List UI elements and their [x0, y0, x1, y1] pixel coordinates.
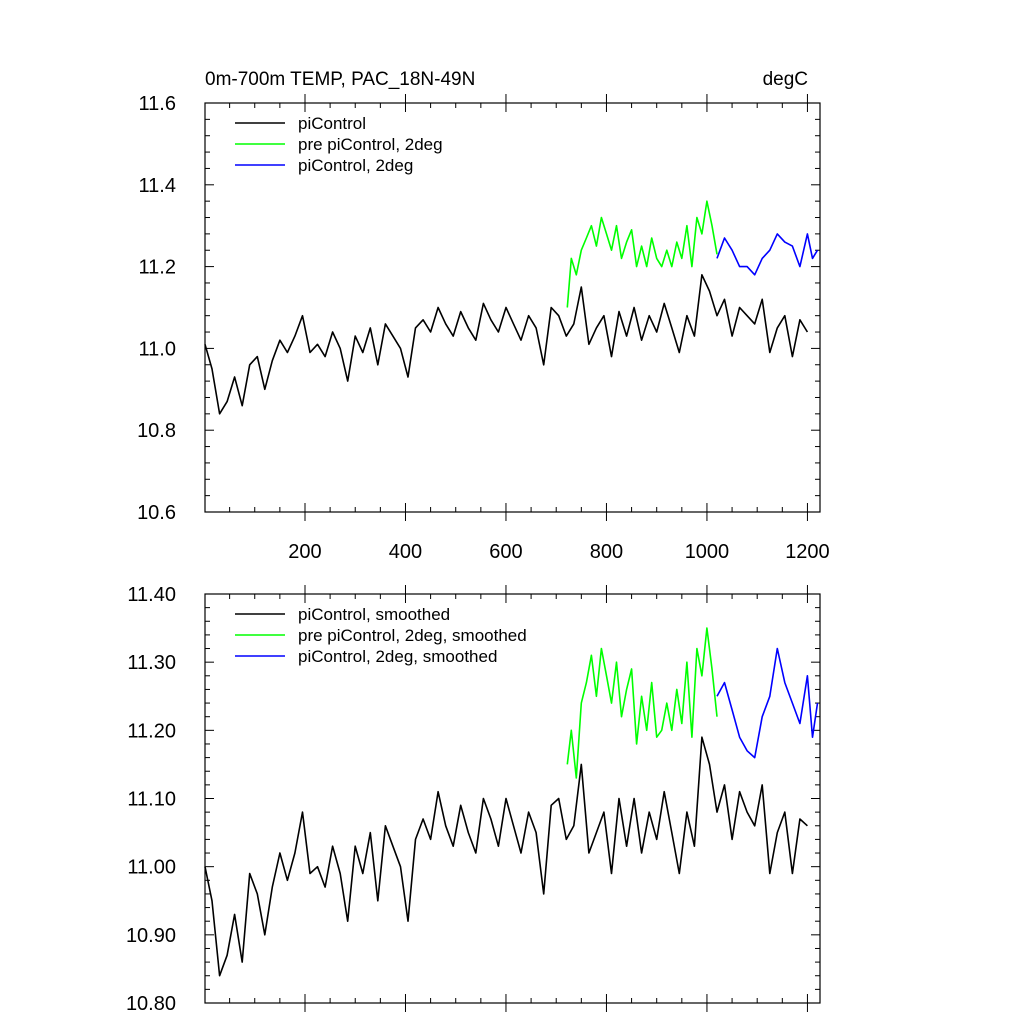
series-line-1: [204, 273, 809, 415]
chart-title: 0m-700m TEMP, PAC_18N-49N: [205, 69, 475, 90]
legend-label: piControl, 2deg: [298, 156, 413, 175]
chart-panel-1: 10.6 10.8 11.0 11.2 11.4 11.6 200 400 600 800 1000…: [137, 69, 830, 563]
x-tick-label: 1200: [785, 541, 830, 563]
y-tick-label: 11.00: [127, 857, 176, 879]
series-line-1: [204, 736, 808, 977]
chart-panel-2: 10.80 10.90 11.00 11.10 11.20 11.30 11.40 piCon…: [126, 584, 821, 1015]
x-tick-label: 200: [288, 541, 321, 563]
y-tick-label: 10.6: [137, 502, 176, 524]
x-tick-label: 800: [590, 541, 623, 563]
legend: piControl, smoothed pre piControl, 2deg, …: [235, 605, 527, 666]
series-line-2: [566, 627, 718, 779]
y-tick-label: 11.4: [139, 175, 176, 197]
plot-frame: [204, 102, 821, 513]
series-line-2: [566, 200, 718, 308]
y-tick-label: 10.80: [126, 993, 176, 1015]
y-tick-label: 11.6: [139, 93, 176, 115]
x-tick-label: 400: [389, 541, 422, 563]
y-tick-label: 10.90: [126, 925, 176, 947]
series-line-3: [716, 233, 819, 276]
x-tick-label: 600: [489, 541, 522, 563]
legend-label: piControl, 2deg, smoothed: [298, 647, 497, 666]
y-tick-label: 11.40: [127, 584, 176, 606]
y-tick-label: 11.0: [139, 338, 176, 360]
legend-label: piControl: [298, 114, 366, 133]
legend-label: pre piControl, 2deg: [298, 135, 443, 154]
legend-label: pre piControl, 2deg, smoothed: [298, 626, 527, 645]
y-tick-label: 11.20: [127, 720, 176, 742]
y-tick-label: 10.8: [137, 420, 176, 442]
y-tick-label: 11.10: [127, 789, 176, 811]
series-line-3: [716, 647, 819, 759]
legend: piControl pre piControl, 2deg piControl, 2…: [235, 114, 443, 175]
chart-units: degC: [763, 69, 808, 90]
y-tick-label: 11.2: [139, 257, 176, 279]
x-tick-label: 1000: [685, 541, 730, 563]
legend-label: piControl, smoothed: [298, 605, 450, 624]
y-tick-label: 11.30: [127, 652, 176, 674]
